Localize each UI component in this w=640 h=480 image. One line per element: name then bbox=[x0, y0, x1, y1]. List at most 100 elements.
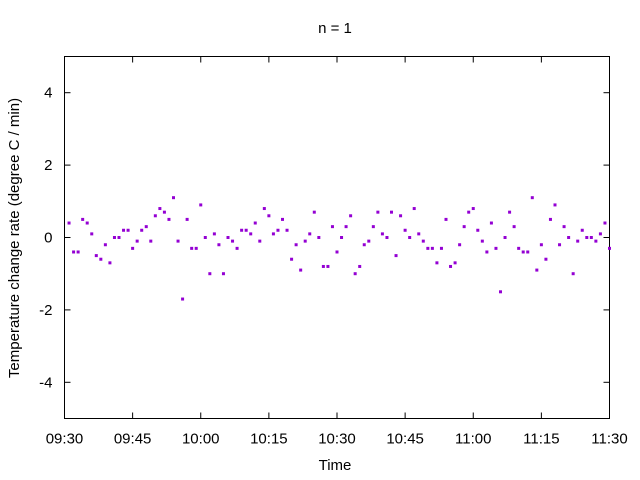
data-point bbox=[258, 239, 262, 243]
data-point bbox=[467, 210, 471, 214]
data-point bbox=[326, 264, 330, 268]
data-point bbox=[212, 232, 216, 236]
data-point bbox=[149, 239, 153, 243]
data-point bbox=[94, 254, 98, 258]
x-tick-label: 10:45 bbox=[386, 431, 424, 448]
data-point bbox=[521, 250, 525, 254]
data-point bbox=[449, 264, 453, 268]
data-point bbox=[367, 239, 371, 243]
data-point bbox=[221, 272, 225, 276]
data-point bbox=[321, 264, 325, 268]
data-point bbox=[589, 236, 593, 239]
data-point bbox=[85, 221, 89, 225]
data-point bbox=[458, 243, 462, 247]
x-tick-label: 09:45 bbox=[114, 431, 152, 448]
x-tick-label: 10:15 bbox=[250, 431, 288, 448]
data-point bbox=[281, 217, 284, 221]
data-point bbox=[376, 210, 380, 214]
data-point bbox=[294, 243, 298, 247]
data-point bbox=[253, 221, 257, 225]
y-tick-label: 4 bbox=[44, 85, 52, 102]
data-point bbox=[349, 214, 353, 218]
data-point bbox=[103, 243, 107, 247]
data-point bbox=[408, 236, 412, 239]
data-point bbox=[140, 228, 144, 232]
y-tick-label: -4 bbox=[39, 374, 52, 391]
x-axis-label: Time bbox=[319, 457, 352, 474]
x-tick-label: 09:30 bbox=[46, 431, 84, 448]
data-point bbox=[72, 250, 76, 254]
data-point bbox=[585, 236, 589, 239]
data-point bbox=[430, 246, 434, 250]
data-point bbox=[503, 236, 507, 239]
data-points bbox=[67, 196, 611, 301]
data-point bbox=[172, 196, 175, 200]
data-point bbox=[199, 203, 203, 207]
data-point bbox=[299, 268, 303, 272]
data-point bbox=[471, 207, 475, 211]
data-point bbox=[508, 210, 512, 214]
x-tick-label: 11:00 bbox=[455, 431, 491, 448]
data-point bbox=[249, 232, 253, 236]
data-point bbox=[444, 217, 448, 221]
y-axis-label: Temperature change rate (degree C / min) bbox=[6, 98, 23, 378]
data-point bbox=[235, 246, 239, 250]
data-point bbox=[517, 246, 521, 250]
data-point bbox=[494, 246, 498, 250]
x-tick-label: 10:30 bbox=[318, 431, 356, 448]
data-point bbox=[480, 239, 484, 243]
y-tick-label: 2 bbox=[44, 157, 52, 174]
data-point bbox=[526, 250, 530, 254]
data-point bbox=[176, 239, 180, 243]
data-point bbox=[276, 228, 280, 232]
data-point bbox=[412, 207, 416, 211]
data-point bbox=[608, 246, 611, 250]
y-tick-label: -2 bbox=[39, 302, 52, 319]
data-point bbox=[162, 210, 166, 214]
data-point bbox=[285, 228, 289, 232]
data-point bbox=[558, 243, 562, 247]
data-point bbox=[203, 236, 207, 239]
data-point bbox=[544, 257, 548, 261]
plot-frame bbox=[64, 56, 610, 419]
data-point bbox=[580, 228, 584, 232]
data-point bbox=[489, 221, 493, 225]
data-point bbox=[185, 217, 189, 221]
data-point bbox=[358, 264, 362, 268]
data-point bbox=[394, 254, 398, 258]
data-point bbox=[190, 246, 194, 250]
data-point bbox=[548, 217, 552, 221]
data-point bbox=[290, 257, 294, 261]
data-point bbox=[194, 246, 198, 250]
data-point bbox=[267, 214, 271, 218]
data-point bbox=[535, 268, 539, 272]
data-point bbox=[362, 243, 366, 247]
data-point bbox=[67, 221, 71, 225]
data-point bbox=[317, 236, 321, 239]
data-point bbox=[312, 210, 316, 214]
x-tick-label: 11:15 bbox=[523, 431, 559, 448]
data-point bbox=[439, 246, 443, 250]
data-point bbox=[308, 232, 312, 236]
x-tick-label: 10:00 bbox=[182, 431, 220, 448]
data-point bbox=[167, 217, 171, 221]
data-point bbox=[271, 232, 275, 236]
data-point bbox=[244, 228, 248, 232]
data-point bbox=[435, 261, 439, 265]
data-point bbox=[90, 232, 94, 236]
data-point bbox=[485, 250, 489, 254]
data-point bbox=[117, 236, 121, 239]
data-point bbox=[340, 236, 344, 239]
data-point bbox=[598, 232, 602, 236]
data-point bbox=[603, 221, 607, 225]
data-point bbox=[399, 214, 403, 218]
data-point bbox=[122, 228, 126, 232]
data-point bbox=[240, 228, 244, 232]
x-tick-label: 11:30 bbox=[591, 431, 627, 448]
data-point bbox=[217, 243, 221, 247]
data-point bbox=[453, 261, 457, 265]
data-point bbox=[576, 239, 580, 243]
data-point bbox=[567, 236, 571, 239]
x-axis: 09:30 09:45 10:00 10:15 10:30 10:45 11:00 11:15… bbox=[46, 56, 628, 448]
